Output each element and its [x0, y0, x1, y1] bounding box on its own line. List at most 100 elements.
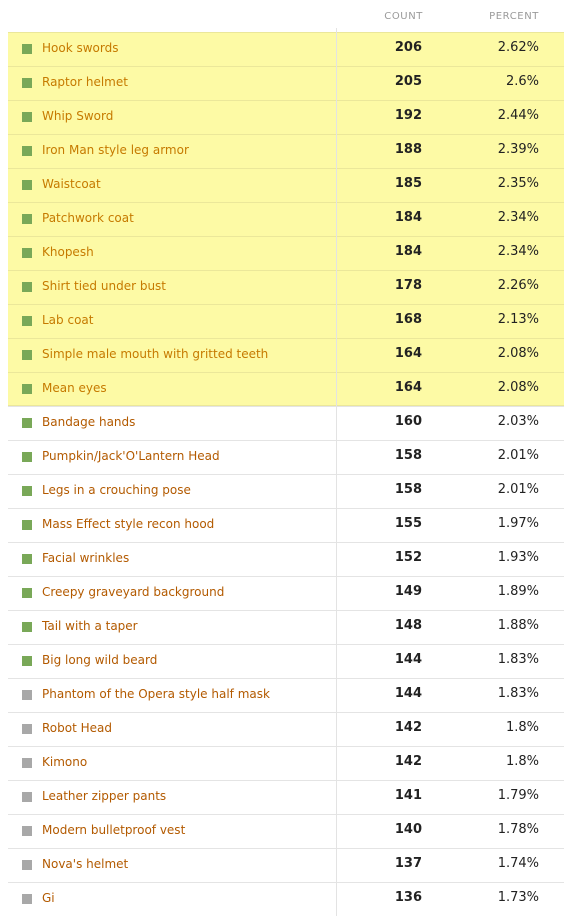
- row-label-link[interactable]: Whip Sword: [42, 109, 114, 123]
- row-label-link[interactable]: Iron Man style leg armor: [42, 143, 189, 157]
- table-row[interactable]: Shirt tied under bust 178 2.26%: [8, 270, 564, 304]
- row-percent: 2.03%: [497, 414, 539, 429]
- legend-swatch-icon: [22, 894, 32, 904]
- row-label-link[interactable]: Robot Head: [42, 721, 112, 735]
- table-row[interactable]: Kimono 142 1.8%: [8, 746, 564, 780]
- row-count: 164: [394, 346, 422, 361]
- table-row[interactable]: Bandage hands 160 2.03%: [8, 406, 564, 440]
- table-row[interactable]: Lab coat 168 2.13%: [8, 304, 564, 338]
- row-label-link[interactable]: Mean eyes: [42, 381, 107, 395]
- row-label-link[interactable]: Gi: [42, 891, 55, 905]
- table-row[interactable]: Khopesh 184 2.34%: [8, 236, 564, 270]
- legend-swatch-icon: [22, 180, 32, 190]
- row-percent: 2.08%: [497, 346, 539, 361]
- row-percent: 2.39%: [497, 142, 539, 157]
- row-count: 206: [394, 40, 422, 55]
- row-label-link[interactable]: Kimono: [42, 755, 88, 769]
- row-percent: 2.01%: [497, 482, 539, 497]
- legend-swatch-icon: [22, 146, 32, 156]
- row-label-link[interactable]: Patchwork coat: [42, 211, 134, 225]
- table-row[interactable]: Gi 136 1.73%: [8, 882, 564, 916]
- table-row[interactable]: Robot Head 142 1.8%: [8, 712, 564, 746]
- row-label-link[interactable]: Creepy graveyard background: [42, 585, 225, 599]
- row-label-link[interactable]: Hook swords: [42, 41, 119, 55]
- table-row[interactable]: Mass Effect style recon hood 155 1.97%: [8, 508, 564, 542]
- row-count: 158: [394, 482, 422, 497]
- row-label-link[interactable]: Tail with a taper: [42, 619, 138, 633]
- legend-swatch-icon: [22, 248, 32, 258]
- table-row[interactable]: Nova's helmet 137 1.74%: [8, 848, 564, 882]
- row-label-link[interactable]: Khopesh: [42, 245, 94, 259]
- row-label-link[interactable]: Phantom of the Opera style half mask: [42, 687, 270, 701]
- table-row[interactable]: Waistcoat 185 2.35%: [8, 168, 564, 202]
- table-row[interactable]: Big long wild beard 144 1.83%: [8, 644, 564, 678]
- legend-swatch-icon: [22, 316, 32, 326]
- row-label-link[interactable]: Nova's helmet: [42, 857, 129, 871]
- row-count: 152: [394, 550, 422, 565]
- row-count: 155: [394, 516, 422, 531]
- row-percent: 1.78%: [497, 822, 539, 837]
- table-row[interactable]: Hook swords 206 2.62%: [8, 32, 564, 66]
- table-row[interactable]: Facial wrinkles 152 1.93%: [8, 542, 564, 576]
- row-label-link[interactable]: Modern bulletproof vest: [42, 823, 186, 837]
- table-row[interactable]: Simple male mouth with gritted teeth 164 2…: [8, 338, 564, 372]
- table-header: COUNT PERCENT: [8, 0, 564, 32]
- row-percent: 2.26%: [497, 278, 539, 293]
- legend-swatch-icon: [22, 724, 32, 734]
- table-row[interactable]: Creepy graveyard background 149 1.89%: [8, 576, 564, 610]
- row-count: 141: [394, 788, 422, 803]
- table-body: Hook swords 206 2.62% Raptor helmet 205 2.6% W…: [8, 32, 564, 916]
- row-percent: 2.35%: [497, 176, 539, 191]
- legend-swatch-icon: [22, 214, 32, 224]
- table-row[interactable]: Modern bulletproof vest 140 1.78%: [8, 814, 564, 848]
- row-count: 148: [394, 618, 422, 633]
- legend-swatch-icon: [22, 860, 32, 870]
- row-percent: 1.79%: [497, 788, 539, 803]
- row-percent: 1.8%: [505, 720, 539, 735]
- row-label-link[interactable]: Mass Effect style recon hood: [42, 517, 215, 531]
- row-label-link[interactable]: Leather zipper pants: [42, 789, 167, 803]
- legend-swatch-icon: [22, 78, 32, 88]
- row-label-link[interactable]: Legs in a crouching pose: [42, 483, 191, 497]
- row-count: 144: [394, 686, 422, 701]
- row-percent: 2.6%: [505, 74, 539, 89]
- row-count: 149: [394, 584, 422, 599]
- table-row[interactable]: Patchwork coat 184 2.34%: [8, 202, 564, 236]
- table-row[interactable]: Mean eyes 164 2.08%: [8, 372, 564, 406]
- table-row[interactable]: Pumpkin/Jack'O'Lantern Head 158 2.01%: [8, 440, 564, 474]
- table-row[interactable]: Raptor helmet 205 2.6%: [8, 66, 564, 100]
- table-row[interactable]: Iron Man style leg armor 188 2.39%: [8, 134, 564, 168]
- table-row[interactable]: Whip Sword 192 2.44%: [8, 100, 564, 134]
- row-label-link[interactable]: Waistcoat: [42, 177, 101, 191]
- row-count: 205: [394, 74, 422, 89]
- row-count: 158: [394, 448, 422, 463]
- legend-swatch-icon: [22, 656, 32, 666]
- row-label-link[interactable]: Shirt tied under bust: [42, 279, 167, 293]
- row-label-link[interactable]: Bandage hands: [42, 415, 136, 429]
- count-column-header[interactable]: COUNT: [384, 11, 423, 22]
- row-percent: 1.74%: [497, 856, 539, 871]
- row-label-link[interactable]: Pumpkin/Jack'O'Lantern Head: [42, 449, 220, 463]
- row-label-link[interactable]: Facial wrinkles: [42, 551, 130, 565]
- row-percent: 1.83%: [497, 686, 539, 701]
- row-label-link[interactable]: Lab coat: [42, 313, 94, 327]
- row-label-link[interactable]: Simple male mouth with gritted teeth: [42, 347, 269, 361]
- table-row[interactable]: Legs in a crouching pose 158 2.01%: [8, 474, 564, 508]
- row-label-link[interactable]: Raptor helmet: [42, 75, 128, 89]
- legend-swatch-icon: [22, 554, 32, 564]
- row-percent: 2.34%: [497, 244, 539, 259]
- row-count: 136: [394, 890, 422, 905]
- table-row[interactable]: Leather zipper pants 141 1.79%: [8, 780, 564, 814]
- row-percent: 2.13%: [497, 312, 539, 327]
- percent-column-header[interactable]: PERCENT: [489, 11, 539, 22]
- row-percent: 1.89%: [497, 584, 539, 599]
- legend-swatch-icon: [22, 486, 32, 496]
- row-label-link[interactable]: Big long wild beard: [42, 653, 158, 667]
- table-row[interactable]: Tail with a taper 148 1.88%: [8, 610, 564, 644]
- legend-swatch-icon: [22, 690, 32, 700]
- row-percent: 2.44%: [497, 108, 539, 123]
- row-percent: 2.62%: [497, 40, 539, 55]
- row-count: 160: [394, 414, 422, 429]
- table-row[interactable]: Phantom of the Opera style half mask 144 1…: [8, 678, 564, 712]
- row-count: 184: [394, 244, 422, 259]
